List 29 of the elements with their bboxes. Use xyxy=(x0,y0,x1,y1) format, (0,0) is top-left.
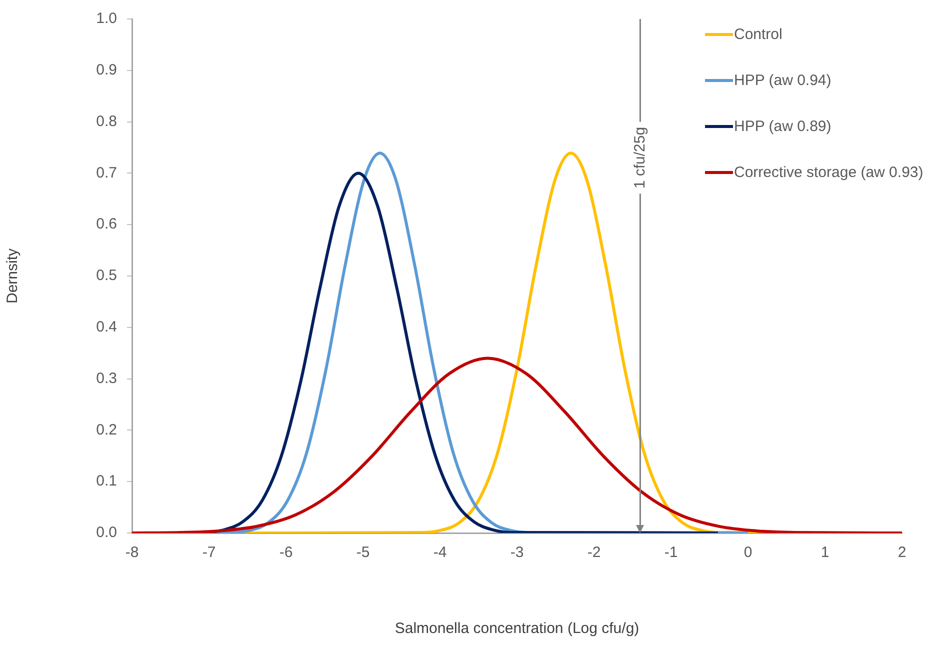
x-tick-label: 1 xyxy=(820,544,830,562)
y-tick-label: 1.0 xyxy=(96,10,117,28)
y-tick-label: 0.3 xyxy=(96,370,117,387)
x-tick-label: -8 xyxy=(125,544,139,562)
x-tick-label: -7 xyxy=(202,544,216,562)
legend-label: Corrective storage (aw 0.93) xyxy=(734,164,924,180)
y-axis-title: Dernsity xyxy=(4,248,22,304)
x-tick-label: -6 xyxy=(279,544,293,562)
x-tick-label: -3 xyxy=(510,544,524,562)
x-tick-label: -4 xyxy=(433,544,447,562)
y-tick-label: 0.9 xyxy=(96,62,117,79)
y-tick-label: 0.5 xyxy=(96,267,117,284)
x-tick-label: -1 xyxy=(664,544,678,562)
legend-label: HPP (aw 0.89) xyxy=(734,118,832,134)
y-tick-label: 0.4 xyxy=(96,318,117,336)
y-tick-label: 0.0 xyxy=(96,524,117,542)
y-tick-label: 0.1 xyxy=(96,472,117,490)
x-tick-label: 0 xyxy=(744,544,752,562)
y-tick-label: 0.8 xyxy=(96,112,117,130)
legend-label: Control xyxy=(734,26,782,42)
y-tick-label: 0.6 xyxy=(96,216,117,233)
ref-line-label: 1 cfu/25g xyxy=(631,126,648,189)
x-tick-label: 2 xyxy=(898,544,906,562)
y-tick-label: 0.2 xyxy=(96,421,117,438)
y-tick-label: 0.7 xyxy=(96,164,117,182)
x-tick-label: -2 xyxy=(587,544,601,562)
legend-label: HPP (aw 0.94) xyxy=(734,72,832,88)
x-axis-title: Salmonella concentration (Log cfu/g) xyxy=(394,620,640,638)
x-tick-label: -5 xyxy=(356,544,370,562)
